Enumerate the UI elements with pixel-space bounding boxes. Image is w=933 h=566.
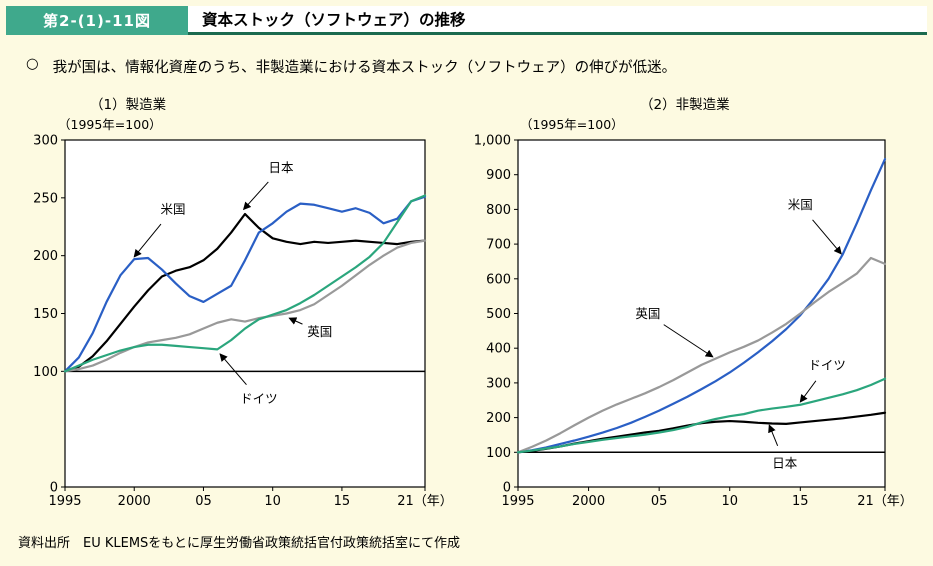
svg-text:300: 300 [33,134,58,149]
svg-text:200: 200 [486,411,511,426]
svg-text:ドイツ: ドイツ [240,391,278,406]
svg-text:250: 250 [33,191,58,206]
svg-text:600: 600 [486,272,511,287]
svg-text:1995: 1995 [501,494,534,509]
svg-text:2000: 2000 [118,494,151,509]
svg-text:200: 200 [33,249,58,264]
svg-text:900: 900 [486,168,511,183]
title-band: 資本ストック（ソフトウェア）の推移 [188,6,927,35]
svg-text:ドイツ: ドイツ [808,358,846,373]
svg-text:米国: 米国 [160,201,185,216]
svg-text:21（年）: 21（年） [857,494,913,509]
svg-text:10: 10 [721,494,738,509]
svg-text:700: 700 [486,238,511,253]
figure-number-badge: 第2-(1)-11図 [6,6,188,35]
svg-text:1995: 1995 [48,494,81,509]
svg-text:05: 05 [195,494,212,509]
unit-label-right: （1995年=100） [520,117,624,132]
lead-text: 我が国は、情報化資産のうち、非製造業における資本ストック（ソフトウェア）の伸びが… [52,60,677,76]
svg-text:0: 0 [503,481,511,496]
svg-text:日本: 日本 [268,160,294,175]
svg-text:1,000: 1,000 [474,134,511,149]
svg-text:100: 100 [486,446,511,461]
svg-text:100: 100 [33,365,58,380]
svg-text:05: 05 [651,494,668,509]
source-note: 資料出所 EU KLEMSをもとに厚生労働省政策統括官付政策統括室にて作成 [18,536,461,551]
chart-title-nonmanufacturing: （2）非製造業 [640,97,730,113]
svg-text:10: 10 [264,494,281,509]
unit-label-left: （1995年=100） [58,117,162,132]
svg-text:500: 500 [486,307,511,322]
chart-title-manufacturing: （1）製造業 [90,97,167,113]
svg-text:300: 300 [486,376,511,391]
svg-text:21（年）: 21（年） [397,494,453,509]
svg-text:2000: 2000 [572,494,605,509]
lead-sentence: ○ 我が国は、情報化資産のうち、非製造業における資本ストック（ソフトウェア）の伸… [26,56,676,77]
svg-text:英国: 英国 [635,306,660,321]
svg-text:日本: 日本 [772,455,798,470]
bullet-circle-icon: ○ [26,56,39,72]
svg-text:0: 0 [50,481,58,496]
svg-text:15: 15 [334,494,351,509]
page-title: 資本ストック（ソフトウェア）の推移 [202,11,466,29]
svg-text:150: 150 [33,307,58,322]
nonmanufacturing-line-chart: 0 100 200 300 400 500 600 700 800 900 1,000 1995 200… [474,134,913,510]
svg-text:15: 15 [792,494,809,509]
svg-text:米国: 米国 [788,197,813,212]
svg-text:英国: 英国 [307,324,332,339]
svg-text:800: 800 [486,203,511,218]
manufacturing-line-chart: 0 100 150 200 250 300 1995 2000 05 10 15 21（年） 米国 日本英… [33,134,453,510]
svg-text:400: 400 [486,342,511,357]
